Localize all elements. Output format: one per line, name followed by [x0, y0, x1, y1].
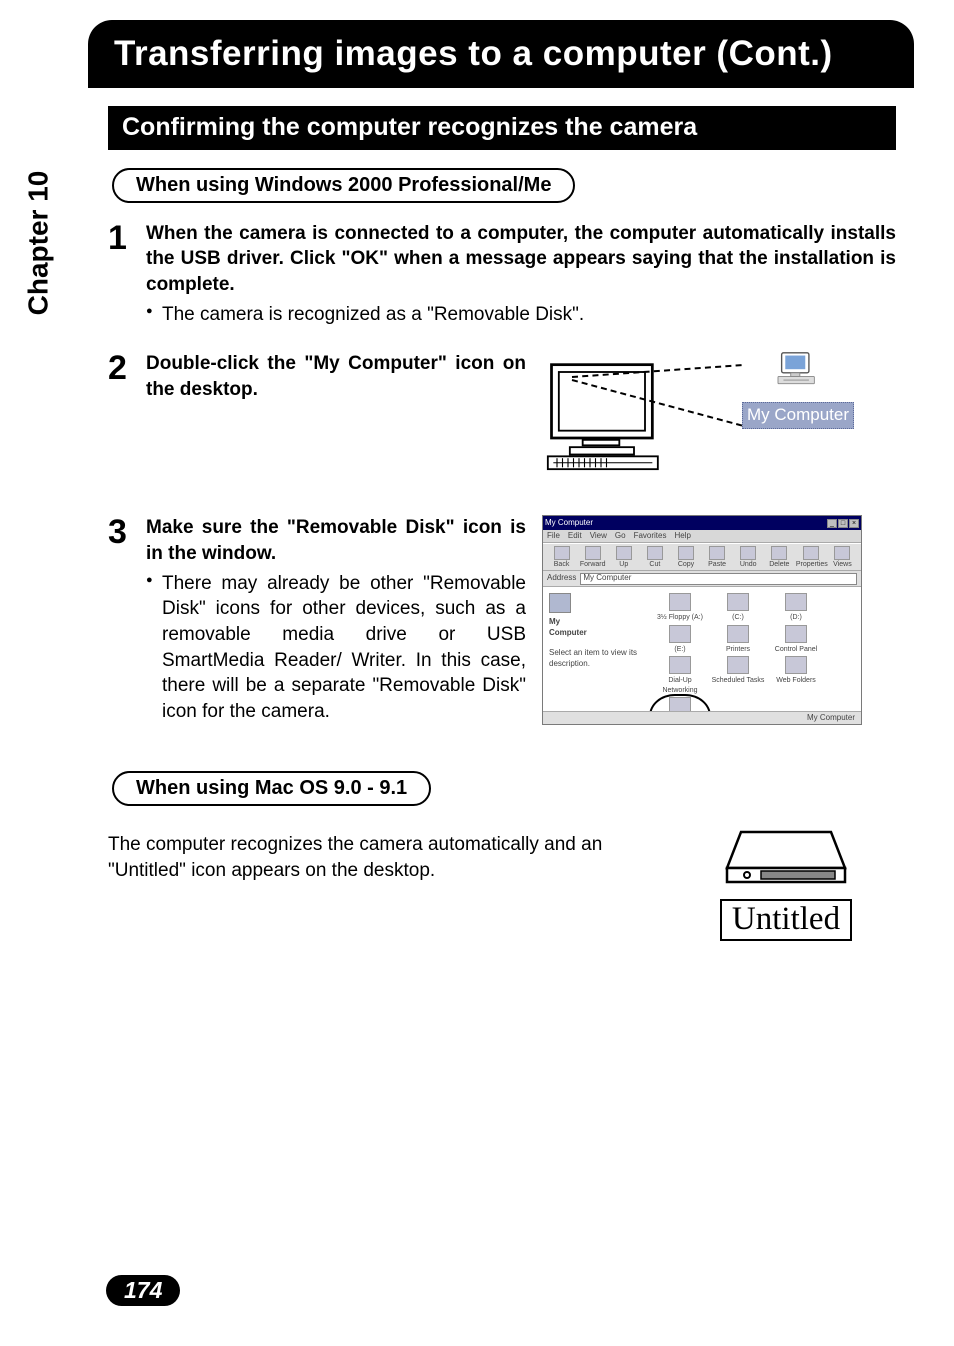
step-3-body: Make sure the "Removable Disk" icon is i… [146, 515, 896, 725]
step-2: 2 Double-click the "My Computer" icon on… [108, 351, 896, 491]
win-statusbar: My Computer [543, 711, 861, 724]
step-1-number: 1 [108, 223, 140, 254]
my-computer-label: My Computer [742, 402, 854, 429]
icon-floppy: 3½ Floppy (A:) [653, 593, 707, 622]
step-3: 3 Make sure the "Removable Disk" icon is… [108, 515, 896, 725]
minimize-icon: _ [827, 519, 837, 528]
icon-webfolders: Web Folders [769, 656, 823, 695]
mac-pill: When using Mac OS 9.0 - 9.1 [112, 771, 431, 806]
tb-paste: Paste [703, 546, 732, 568]
mac-text: The computer recognizes the camera autom… [108, 832, 636, 883]
icon-e: (E:) [653, 625, 707, 654]
sidebar-title-1: My [549, 617, 560, 626]
content: Confirming the computer recognizes the c… [108, 106, 896, 941]
win-title: My Computer [545, 518, 593, 529]
statusbar-text: My Computer [807, 713, 855, 724]
menu-edit: Edit [568, 531, 582, 542]
tb-forward: Forward [578, 546, 607, 568]
menu-favorites: Favorites [634, 531, 667, 542]
page-number: 174 [106, 1275, 180, 1306]
menu-go: Go [615, 531, 626, 542]
windows-pill: When using Windows 2000 Professional/Me [112, 168, 575, 203]
step-3-bold: Make sure the "Removable Disk" icon is i… [146, 515, 526, 566]
tb-cut: Cut [640, 546, 669, 568]
icon-c: (C:) [711, 593, 765, 622]
win-sidebar: My Computer Select an item to view its d… [543, 587, 649, 707]
my-computer-illustration: My Computer [542, 351, 862, 491]
win-address-bar: Address My Computer [543, 571, 861, 587]
step-3-number: 3 [108, 517, 140, 548]
sidebar-hint: Select an item to view its description. [549, 648, 637, 667]
my-computer-icon [774, 351, 822, 391]
step-2-body: Double-click the "My Computer" icon on t… [146, 351, 896, 491]
address-label: Address [547, 573, 576, 584]
step-1-bullet: The camera is recognized as a "Removable… [146, 302, 896, 328]
page-header: Transferring images to a computer (Cont.… [88, 20, 914, 88]
tb-delete: Delete [765, 546, 794, 568]
close-icon: × [849, 519, 859, 528]
icon-scheduled: Scheduled Tasks [711, 656, 765, 695]
step-2-bold: Double-click the "My Computer" icon on t… [146, 351, 526, 402]
tb-copy: Copy [671, 546, 700, 568]
step-3-bullet: There may already be other "Removable Di… [146, 571, 526, 725]
win-titlebar: My Computer _ □ × [543, 516, 861, 530]
win-icon-grid: 3½ Floppy (A:) (C:) (D:) (E:) Printers C… [649, 587, 861, 707]
disk-icon [721, 824, 851, 894]
win-body: My Computer Select an item to view its d… [543, 587, 861, 707]
section-heading: Confirming the computer recognizes the c… [108, 106, 896, 150]
win-toolbar: Back Forward Up Cut Copy Paste Undo Dele… [543, 543, 861, 571]
chapter-tab-text: Chapter 10 [22, 171, 54, 316]
monitor-icon [542, 361, 682, 471]
step-1-body: When the camera is connected to a comput… [146, 221, 896, 328]
windows-screenshot: My Computer _ □ × File Edit View Go Favo… [542, 515, 862, 725]
win-menubar: File Edit View Go Favorites Help [543, 530, 861, 543]
sidebar-icon [549, 593, 571, 613]
step-2-number: 2 [108, 353, 140, 384]
address-value: My Computer [583, 573, 631, 584]
menu-file: File [547, 531, 560, 542]
tb-up: Up [609, 546, 638, 568]
icon-control-panel: Control Panel [769, 625, 823, 654]
untitled-disk-icon-block: Untitled [696, 824, 876, 941]
untitled-label: Untitled [720, 899, 852, 941]
step-1: 1 When the camera is connected to a comp… [108, 221, 896, 328]
step-1-bold: When the camera is connected to a comput… [146, 221, 896, 298]
menu-view: View [590, 531, 607, 542]
tb-back: Back [547, 546, 576, 568]
maximize-icon: □ [838, 519, 848, 528]
page-title: Transferring images to a computer (Cont.… [114, 34, 888, 74]
tb-properties: Properties [796, 546, 826, 568]
my-computer-desktop-icon: My Computer [734, 351, 862, 429]
icon-d: (D:) [769, 593, 823, 622]
icon-printers: Printers [711, 625, 765, 654]
tb-undo: Undo [734, 546, 763, 568]
chapter-tab: Chapter 10 [16, 128, 60, 358]
menu-help: Help [674, 531, 690, 542]
icon-dialup: Dial-Up Networking [653, 656, 707, 695]
sidebar-title-2: Computer [549, 628, 587, 637]
mac-section: The computer recognizes the camera autom… [108, 824, 896, 941]
tb-views: Views [828, 546, 857, 568]
